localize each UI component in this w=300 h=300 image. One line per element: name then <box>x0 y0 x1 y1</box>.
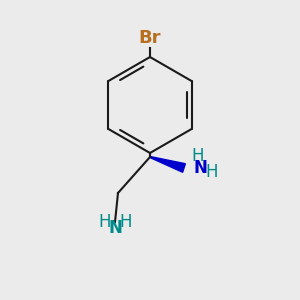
Text: H: H <box>99 213 111 231</box>
Text: H: H <box>192 147 204 165</box>
Text: H: H <box>206 163 218 181</box>
Text: H: H <box>120 213 132 231</box>
Text: N: N <box>108 219 122 237</box>
Text: N: N <box>193 159 207 177</box>
Polygon shape <box>150 157 185 172</box>
Text: Br: Br <box>139 29 161 47</box>
